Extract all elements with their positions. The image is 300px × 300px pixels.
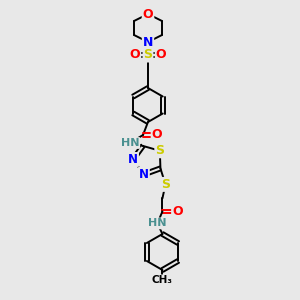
Text: N: N [128,153,138,166]
Text: O: O [143,8,153,20]
Text: O: O [156,49,166,62]
Text: N: N [143,35,153,49]
Text: O: O [172,205,183,218]
Text: HN: HN [121,138,139,148]
Text: O: O [152,128,162,142]
Text: S: S [155,144,164,157]
Text: HN: HN [148,218,167,228]
Text: O: O [130,49,140,62]
Text: S: S [143,49,152,62]
Text: CH₃: CH₃ [152,275,173,285]
Text: S: S [161,178,170,191]
Text: N: N [139,168,149,181]
